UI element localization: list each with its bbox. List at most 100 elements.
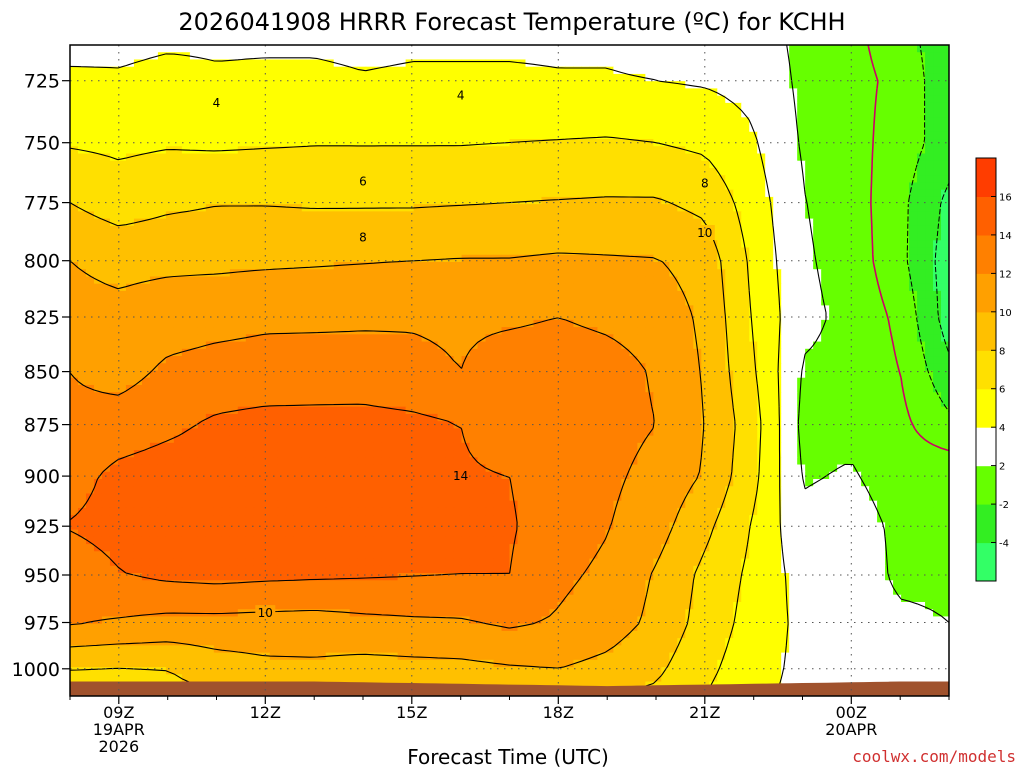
temperature-cell — [509, 110, 519, 118]
temperature-cell — [445, 269, 455, 278]
temperature-cell — [581, 348, 591, 357]
temperature-cell — [365, 298, 375, 306]
temperature-cell — [301, 52, 311, 61]
temperature-cell — [389, 334, 399, 343]
temperature-cell — [885, 102, 894, 111]
temperature-cell — [269, 66, 279, 75]
temperature-cell — [397, 348, 407, 357]
temperature-cell — [861, 334, 870, 343]
temperature-cell — [733, 319, 742, 328]
temperature-cell — [829, 81, 838, 89]
temperature-cell — [405, 356, 415, 364]
temperature-cell — [181, 233, 191, 241]
temperature-cell — [101, 167, 111, 176]
temperature-cell — [149, 298, 159, 306]
temperature-cell — [805, 327, 814, 335]
temperature-cell — [901, 110, 910, 118]
temperature-cell — [93, 262, 103, 270]
temperature-cell — [933, 363, 942, 372]
temperature-cell — [405, 196, 415, 205]
temperature-cell — [861, 66, 870, 75]
temperature-cell — [941, 363, 949, 372]
temperature-cell — [821, 319, 830, 328]
temperature-cell — [605, 196, 614, 205]
temperature-cell — [453, 240, 463, 249]
temperature-cell — [373, 298, 383, 306]
temperature-cell — [781, 167, 790, 176]
temperature-cell — [133, 341, 143, 350]
temperature-cell — [317, 196, 327, 205]
temperature-cell — [157, 189, 167, 198]
temperature-cell — [565, 95, 575, 104]
temperature-cell — [405, 110, 415, 118]
temperature-cell — [445, 117, 455, 126]
temperature-cell — [189, 312, 199, 321]
temperature-cell — [709, 196, 718, 205]
temperature-cell — [557, 196, 567, 205]
temperature-cell — [493, 225, 503, 234]
temperature-cell — [709, 167, 718, 176]
temperature-cell — [685, 341, 694, 350]
temperature-cell — [301, 110, 311, 118]
temperature-cell — [765, 102, 774, 111]
temperature-cell — [589, 356, 598, 364]
temperature-cell — [165, 167, 175, 176]
temperature-cell — [70, 175, 79, 184]
temperature-cell — [525, 341, 535, 350]
temperature-cell — [85, 110, 95, 118]
temperature-cell — [101, 73, 111, 82]
temperature-cell — [70, 370, 79, 379]
temperature-cell — [901, 327, 910, 335]
temperature-cell — [453, 66, 463, 75]
temperature-cell — [157, 131, 167, 140]
temperature-cell — [485, 102, 495, 111]
temperature-cell — [70, 45, 79, 53]
temperature-cell — [573, 52, 583, 61]
temperature-cell — [429, 167, 439, 176]
temperature-cell — [301, 59, 311, 68]
temperature-cell — [85, 348, 95, 357]
temperature-cell — [813, 45, 822, 53]
temperature-cell — [93, 160, 103, 169]
temperature-cell — [429, 276, 439, 285]
temperature-cell — [885, 276, 894, 285]
temperature-cell — [653, 262, 662, 270]
temperature-cell — [693, 356, 702, 364]
temperature-cell — [877, 334, 886, 343]
temperature-cell — [573, 334, 583, 343]
temperature-cell — [813, 363, 822, 372]
temperature-cell — [541, 117, 551, 126]
temperature-cell — [717, 59, 726, 68]
temperature-cell — [517, 254, 527, 263]
temperature-cell — [581, 117, 591, 126]
temperature-cell — [77, 225, 87, 234]
temperature-cell — [469, 110, 479, 118]
temperature-cell — [701, 254, 710, 263]
temperature-cell — [141, 153, 151, 162]
temperature-cell — [765, 81, 774, 89]
temperature-cell — [941, 218, 949, 227]
temperature-cell — [133, 95, 143, 104]
temperature-cell — [741, 153, 750, 162]
temperature-cell — [605, 348, 614, 357]
temperature-cell — [341, 341, 351, 350]
temperature-cell — [805, 233, 814, 241]
temperature-cell — [269, 225, 279, 234]
temperature-cell — [189, 247, 199, 256]
temperature-cell — [213, 276, 223, 285]
temperature-cell — [85, 167, 95, 176]
temperature-cell — [517, 290, 527, 299]
temperature-cell — [437, 356, 447, 364]
temperature-cell — [749, 153, 758, 162]
temperature-cell — [829, 59, 838, 68]
temperature-cell — [85, 124, 95, 133]
temperature-cell — [437, 124, 447, 133]
temperature-cell — [309, 276, 319, 285]
temperature-cell — [173, 110, 183, 118]
temperature-cell — [357, 189, 367, 198]
temperature-cell — [125, 110, 135, 118]
temperature-cell — [845, 204, 854, 212]
temperature-cell — [869, 153, 878, 162]
temperature-cell — [781, 283, 790, 292]
